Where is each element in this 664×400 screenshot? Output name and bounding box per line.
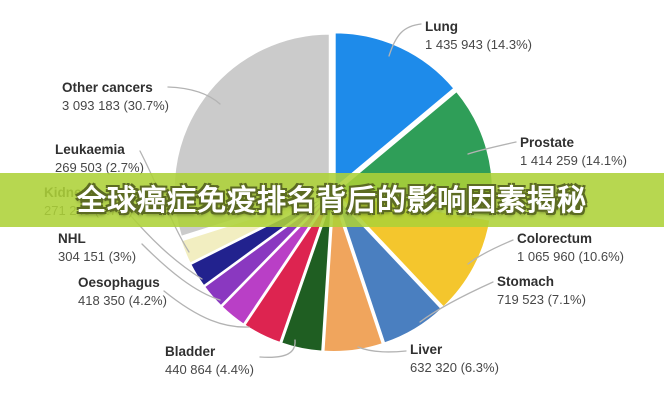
wedge-lung: [333, 31, 456, 190]
slice-name: Bladder: [165, 344, 216, 359]
slice-value: 719 523 (7.1%): [497, 292, 586, 307]
leader-line-prostate: [467, 141, 517, 155]
label-leukaemia: Leukaemia 269 503 (2.7%): [55, 141, 144, 176]
wedge-stomach: [334, 194, 444, 345]
slice-value: 418 350 (4.2%): [78, 293, 167, 308]
leader-line-other: [167, 86, 221, 105]
slice-name: Oesophagus: [78, 275, 160, 290]
label-colorectum: Colorectum 1 065 960 (10.6%): [517, 230, 624, 265]
leader-line-colorectum: [467, 239, 514, 265]
label-oesophagus: Oesophagus 418 350 (4.2%): [78, 274, 167, 309]
label-prostate: Prostate 1 414 259 (14.1%): [520, 134, 627, 169]
leader-line-nhl: [141, 243, 221, 301]
wedge-liver: [322, 194, 384, 353]
leader-line-bladder: [259, 339, 296, 358]
label-liver: Liver 632 320 (6.3%): [410, 341, 499, 376]
slice-name: Prostate: [520, 135, 575, 150]
slice-name: Other cancers: [62, 80, 153, 95]
label-stomach: Stomach 719 523 (7.1%): [497, 273, 586, 308]
title-banner: [0, 173, 664, 227]
label-bladder: Bladder 440 864 (4.4%): [165, 343, 254, 378]
slice-value: 440 864 (4.4%): [165, 362, 254, 377]
slice-value: 1 435 943 (14.3%): [425, 37, 532, 52]
slice-value: 632 320 (6.3%): [410, 360, 499, 375]
slice-value: 269 503 (2.7%): [55, 160, 144, 175]
leader-line-liver: [357, 346, 407, 353]
leader-line-oesophagus: [163, 290, 250, 328]
leader-line-stomach: [419, 281, 494, 323]
slice-value: 1 065 960 (10.6%): [517, 249, 624, 264]
leader-lines: [114, 23, 517, 358]
slice-name: Colorectum: [517, 231, 593, 246]
slice-name: NHL: [58, 231, 86, 246]
slice-name: Stomach: [497, 274, 555, 289]
slice-value: 304 151 (3%): [58, 249, 137, 264]
leader-line-lung: [388, 23, 422, 57]
slice-value: 3 093 183 (30.7%): [62, 98, 169, 113]
label-lung: Lung 1 435 943 (14.3%): [425, 18, 532, 53]
slice-name: Liver: [410, 342, 443, 357]
overlay-title: 全球癌症免疫排名背后的影响因素揭秘: [76, 185, 587, 217]
slice-name: Lung: [425, 19, 458, 34]
slice-value: 1 414 259 (14.1%): [520, 153, 627, 168]
wedge-bladder: [280, 194, 334, 353]
slice-name: Leukaemia: [55, 142, 125, 157]
label-other-cancers: Other cancers 3 093 183 (30.7%): [62, 79, 169, 114]
label-nhl: NHL 304 151 (3%): [58, 230, 136, 265]
